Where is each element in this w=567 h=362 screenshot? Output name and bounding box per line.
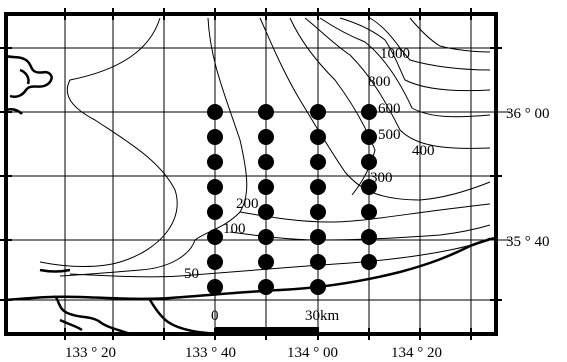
station-marker	[310, 129, 326, 145]
depth-label-400: 400	[412, 143, 435, 159]
lat-label-36-00: 36 ° 00	[506, 106, 550, 122]
station-marker	[361, 204, 377, 220]
station-marker	[207, 154, 223, 170]
depth-label-500: 500	[378, 127, 401, 143]
station-marker	[361, 154, 377, 170]
lon-label-133-40: 133 ° 40	[185, 345, 236, 361]
station-marker	[310, 154, 326, 170]
station-marker	[310, 104, 326, 120]
station-marker	[258, 154, 274, 170]
depth-label-600: 600	[378, 101, 401, 117]
scale-bar-end-label: 30km	[305, 308, 340, 324]
station-marker	[258, 254, 274, 270]
lon-label-134-00: 134 ° 00	[287, 345, 338, 361]
depth-label-200: 200	[236, 196, 259, 212]
station-marker	[207, 229, 223, 245]
station-marker	[258, 229, 274, 245]
station-marker	[258, 129, 274, 145]
coastline	[5, 54, 495, 336]
station-marker	[207, 129, 223, 145]
station-marker	[361, 104, 377, 120]
map-frame	[4, 12, 498, 336]
station-marker	[361, 254, 377, 270]
station-marker	[207, 254, 223, 270]
depth-label-300: 300	[370, 170, 393, 186]
station-marker	[258, 179, 274, 195]
lon-label-134-20: 134 ° 20	[391, 345, 442, 361]
station-marker	[207, 179, 223, 195]
station-marker	[258, 204, 274, 220]
station-marker	[207, 104, 223, 120]
station-marker	[361, 129, 377, 145]
station-marker	[310, 229, 326, 245]
station-marker	[310, 254, 326, 270]
station-marker	[258, 279, 274, 295]
lon-label-133-20: 133 ° 20	[65, 345, 116, 361]
scale-bar: 0 30km	[211, 308, 340, 332]
frame-ticks	[0, 8, 502, 340]
station-marker	[310, 279, 326, 295]
depth-label-1000: 1000	[380, 46, 410, 62]
depth-label-100: 100	[223, 221, 246, 237]
station-marker	[361, 179, 377, 195]
depth-label-50: 50	[184, 266, 199, 282]
station-marker	[310, 179, 326, 195]
station-marker	[258, 104, 274, 120]
scale-bar-start-label: 0	[211, 308, 219, 324]
station-marker	[310, 204, 326, 220]
lat-label-35-40: 35 ° 40	[506, 234, 550, 250]
station-marker	[207, 279, 223, 295]
station-markers	[207, 104, 377, 295]
graticule	[6, 14, 510, 334]
station-marker	[207, 204, 223, 220]
depth-label-800: 800	[368, 74, 391, 90]
station-marker	[361, 229, 377, 245]
